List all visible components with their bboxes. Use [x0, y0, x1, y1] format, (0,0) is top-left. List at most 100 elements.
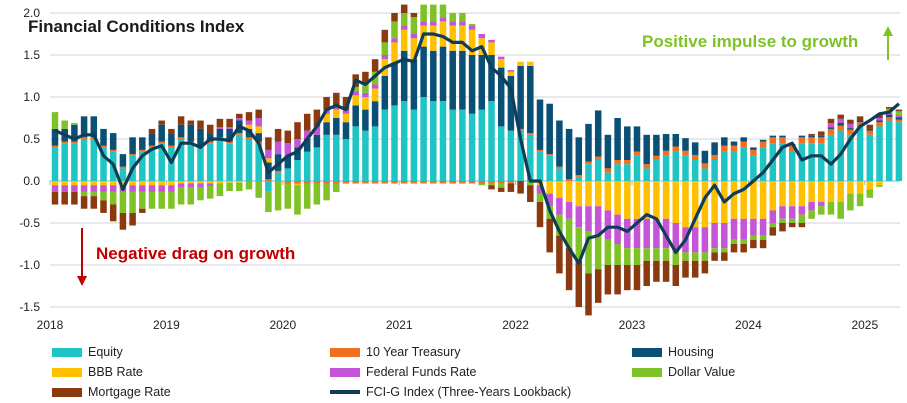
bar-housing — [798, 135, 806, 138]
bar-dollar-value — [148, 191, 156, 209]
bar-federal-funds-rate — [148, 185, 156, 192]
bar-equity — [885, 120, 893, 181]
bar-mortgage-rate — [575, 260, 583, 307]
bar-housing — [895, 117, 903, 120]
bar-dollar-value — [847, 193, 854, 211]
bar-federal-funds-rate — [672, 223, 680, 253]
bar-housing — [459, 50, 466, 110]
bar-equity — [371, 126, 379, 181]
bar-mortgage-rate — [158, 120, 165, 125]
bar-10-year-treasury — [662, 150, 670, 156]
bar-equity — [352, 126, 359, 181]
bar-housing — [129, 137, 136, 155]
bar-bbb-rate — [71, 181, 78, 186]
bar-dollar-value — [527, 181, 534, 186]
bar-housing — [71, 124, 78, 142]
bar-10-year-treasury — [400, 181, 408, 184]
bar-housing — [449, 50, 456, 110]
bar-federal-funds-rate — [168, 185, 175, 192]
positive-annotation: Positive impulse to growth — [642, 32, 859, 51]
bar-equity — [119, 168, 127, 181]
bar-federal-funds-rate — [546, 193, 553, 207]
bar-bbb-rate — [197, 181, 204, 184]
bar-dollar-value — [313, 183, 321, 205]
bar-housing — [439, 46, 447, 102]
bar-mortgage-rate — [507, 183, 515, 192]
bar-dollar-value — [245, 181, 253, 190]
bar-dollar-value — [478, 183, 486, 186]
bar-mortgage-rate — [895, 109, 903, 112]
bar-federal-funds-rate — [779, 206, 786, 219]
bar-housing — [371, 101, 379, 127]
bar-mortgage-rate — [653, 260, 660, 282]
chart-title: Financial Conditions Index — [28, 17, 245, 36]
bar-bbb-rate — [333, 109, 340, 118]
legend-label: BBB Rate — [88, 365, 143, 379]
bar-10-year-treasury — [788, 145, 796, 152]
bar-10-year-treasury — [245, 137, 253, 139]
bar-mortgage-rate — [109, 204, 117, 222]
bar-federal-funds-rate — [769, 210, 777, 223]
bar-mortgage-rate — [759, 239, 767, 249]
bar-dollar-value — [565, 218, 573, 249]
y-tick-label: -0.5 — [19, 216, 40, 230]
bar-equity — [265, 181, 272, 192]
bar-mortgage-rate — [885, 107, 893, 109]
bar-equity — [585, 164, 592, 181]
bar-dollar-value — [274, 181, 282, 211]
bar-housing — [866, 128, 874, 131]
bar-10-year-treasury — [730, 145, 738, 152]
legend-equity: Equity — [52, 345, 123, 359]
x-tick-label: 2023 — [619, 318, 646, 332]
bar-mortgage-rate — [750, 239, 757, 249]
bar-bbb-rate — [459, 25, 466, 51]
bar-mortgage-rate — [139, 208, 146, 213]
bar-federal-funds-rate — [206, 183, 214, 187]
bar-equity — [245, 139, 253, 181]
bar-equity — [449, 109, 456, 181]
bar-10-year-treasury — [759, 141, 767, 148]
bar-bbb-rate — [517, 61, 524, 66]
bar-housing — [177, 124, 185, 138]
bar-federal-funds-rate — [236, 118, 243, 121]
bar-10-year-treasury — [478, 181, 486, 184]
bar-mortgage-rate — [100, 200, 107, 213]
bar-10-year-treasury — [488, 181, 495, 184]
bar-federal-funds-rate — [129, 185, 136, 192]
bar-housing — [468, 55, 476, 114]
bar-federal-funds-rate — [226, 127, 233, 129]
bar-dollar-value — [788, 218, 796, 223]
bar-equity — [779, 143, 786, 181]
legend-line-swatch — [330, 390, 360, 394]
bar-housing — [488, 55, 495, 102]
bar-federal-funds-rate — [468, 25, 476, 30]
bar-10-year-treasury — [585, 161, 592, 165]
bar-equity — [333, 134, 340, 181]
bar-federal-funds-rate — [507, 70, 515, 72]
bar-mortgage-rate — [721, 252, 728, 261]
bar-dollar-value — [51, 112, 59, 129]
y-tick-label: 1.5 — [23, 48, 40, 62]
bar-bbb-rate — [342, 113, 350, 123]
bar-dollar-value — [177, 187, 185, 205]
bar-bbb-rate — [352, 95, 359, 106]
bar-federal-funds-rate — [653, 218, 660, 249]
x-tick-label: 2024 — [735, 318, 762, 332]
bar-dollar-value — [759, 235, 767, 240]
bar-dollar-value — [129, 191, 136, 213]
bar-dollar-value — [236, 182, 243, 192]
bar-10-year-treasury — [711, 154, 718, 160]
bar-equity — [313, 147, 321, 181]
bar-mortgage-rate — [614, 265, 621, 295]
bar-dollar-value — [594, 235, 602, 270]
legend-housing: Housing — [632, 345, 714, 359]
bar-10-year-treasury — [895, 119, 903, 123]
bar-10-year-treasury — [226, 141, 233, 144]
bar-dollar-value — [488, 183, 495, 186]
bar-federal-funds-rate — [885, 112, 893, 115]
bar-equity — [168, 147, 175, 181]
bar-bbb-rate — [594, 181, 602, 207]
bar-federal-funds-rate — [197, 183, 204, 188]
legend-label: Equity — [88, 345, 123, 359]
